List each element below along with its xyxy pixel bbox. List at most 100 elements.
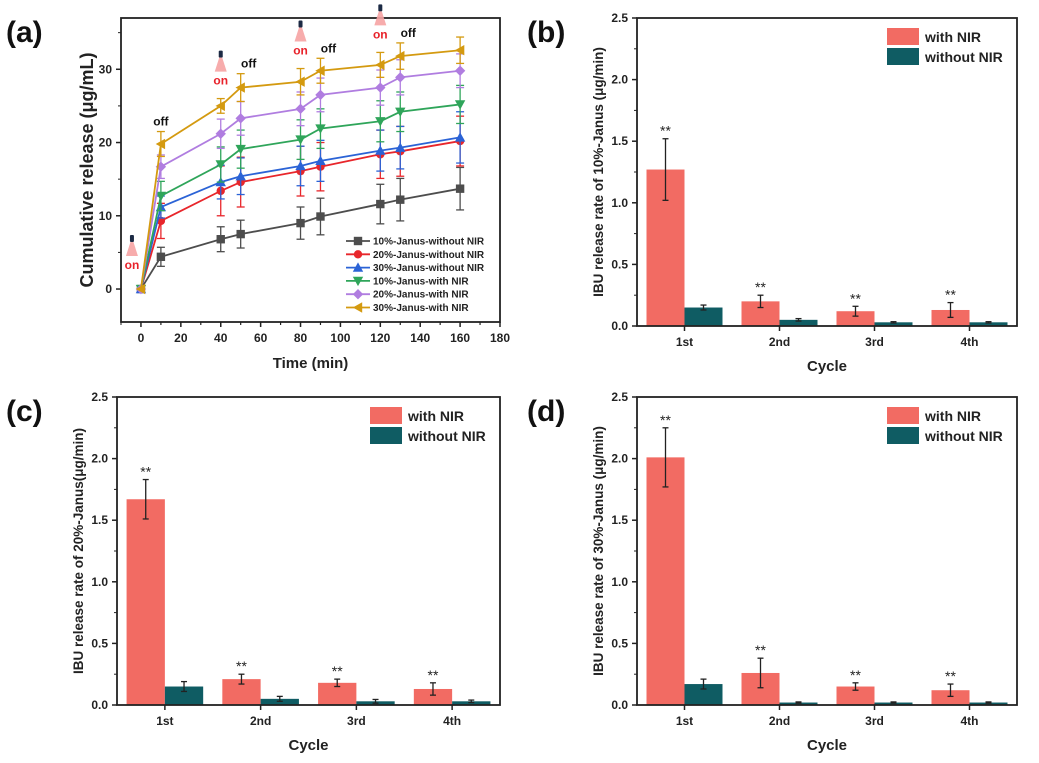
- annotation-on: on: [125, 258, 140, 272]
- significance-marker: **: [850, 667, 861, 683]
- significance-marker: **: [755, 279, 766, 295]
- legend: 10%-Janus-without NIR 20%-Janus-without N…: [346, 236, 485, 314]
- laser-body: [298, 20, 303, 28]
- bar-with-nir: [318, 682, 357, 705]
- legend-label: with NIR: [924, 29, 981, 45]
- legend: with NIR without NIR: [887, 407, 1003, 444]
- panel-label: (b): [527, 16, 565, 49]
- x-tick-label: 140: [410, 331, 430, 345]
- legend-label: 30%-Janus-with NIR: [373, 303, 469, 314]
- marker-triangle-down: [395, 107, 406, 117]
- legend-label: with NIR: [924, 408, 981, 424]
- x-tick-label: 3rd: [347, 714, 366, 728]
- marker-triangle-left: [135, 283, 146, 295]
- x-tick-label: 20: [174, 331, 188, 345]
- marker-diamond: [395, 72, 406, 83]
- marker-square: [316, 212, 325, 221]
- significance-marker: **: [945, 287, 956, 303]
- bar-with-nir: [646, 457, 685, 705]
- annotation-off: off: [153, 115, 169, 129]
- marker-triangle-up: [295, 160, 306, 171]
- marker-square: [376, 199, 385, 209]
- laser-icon: [374, 4, 387, 26]
- legend-label: 10%-Janus-without NIR: [373, 237, 485, 248]
- marker-triangle-down: [215, 160, 226, 170]
- x-tick-label: 100: [330, 331, 350, 345]
- y-tick-label: 2.5: [91, 390, 108, 404]
- marker-circle: [353, 250, 363, 259]
- marker-square: [353, 236, 363, 246]
- panel-label: (d): [527, 395, 565, 428]
- x-tick-label: 3rd: [865, 714, 884, 728]
- marker-diamond: [315, 89, 326, 101]
- panel-b: (b) 0.0 0.5 1.0 1.5 2.0 2.5 1st ** 2nd ** 3rd ** 4th *…: [527, 11, 1018, 375]
- marker-square: [216, 235, 225, 244]
- significance-marker: **: [332, 663, 343, 679]
- x-tick-label: 80: [294, 331, 308, 345]
- marker-triangle-left: [155, 138, 166, 150]
- significance-marker: **: [660, 412, 671, 428]
- legend-swatch: [887, 48, 919, 65]
- marker-triangle-up: [375, 145, 386, 155]
- marker-triangle-left: [395, 50, 405, 62]
- series-10-janus-with-nir: [135, 84, 466, 295]
- plot-frame: [120, 17, 501, 323]
- panel-d: (d) 0.0 0.5 1.0 1.5 2.0 2.5 1st ** 2nd ** 3rd ** 4th *…: [527, 390, 1018, 754]
- y-tick-label: 0.5: [611, 257, 628, 271]
- legend-label: 20%-Janus-with NIR: [373, 290, 469, 301]
- panel-c: (c) 0.0 0.5 1.0 1.5 2.0 2.5 1st ** 2nd ** 3rd ** 4th *…: [6, 390, 501, 754]
- marker-triangle-left: [352, 302, 363, 313]
- x-tick-label: 2nd: [769, 335, 790, 349]
- laser-beam: [125, 242, 138, 257]
- annotation-on: on: [213, 74, 228, 88]
- x-tick-label: 40: [214, 331, 228, 345]
- marker-triangle-left: [235, 82, 245, 93]
- marker-triangle-up: [235, 171, 246, 181]
- x-axis-label: Time (min): [273, 355, 349, 372]
- marker-triangle-up: [395, 142, 406, 152]
- bar-with-nir: [931, 690, 970, 705]
- bar-with-nir: [836, 311, 875, 326]
- marker-triangle-up: [352, 262, 364, 272]
- laser-icon: [125, 235, 138, 257]
- marker-triangle-up: [454, 132, 466, 142]
- marker-triangle-left: [215, 100, 225, 112]
- x-tick-label: 2nd: [250, 714, 271, 728]
- laser-body: [129, 235, 134, 243]
- y-tick-label: 2.0: [611, 452, 628, 466]
- marker-square: [455, 184, 465, 193]
- y-tick-label: 1.0: [611, 575, 628, 589]
- y-axis-label: IBU release rate of 10%-Janus (μg/min): [591, 47, 606, 297]
- legend-swatch: [887, 427, 919, 444]
- x-tick-label: 0: [138, 331, 145, 345]
- y-tick-label: 1.5: [91, 513, 108, 527]
- significance-marker: **: [755, 642, 766, 658]
- marker-triangle-down: [295, 135, 306, 145]
- bar-without-nir: [684, 684, 723, 705]
- legend-label: without NIR: [924, 49, 1003, 65]
- laser-beam: [214, 57, 227, 72]
- y-tick-label: 1.0: [611, 196, 628, 210]
- marker-diamond: [352, 289, 364, 300]
- legend: with NIR without NIR: [370, 407, 486, 444]
- bar-with-nir: [836, 686, 875, 705]
- significance-marker: **: [945, 668, 956, 684]
- marker-square: [236, 229, 245, 239]
- y-tick-label: 0.0: [611, 319, 628, 333]
- plot-frame: [116, 396, 501, 706]
- marker-diamond: [295, 103, 306, 115]
- x-tick-label: 3rd: [865, 335, 884, 349]
- x-tick-label: 4th: [443, 714, 461, 728]
- y-tick-label: 30: [99, 62, 113, 76]
- bar-without-nir: [164, 686, 204, 705]
- laser-body: [378, 4, 383, 12]
- x-tick-label: 180: [490, 331, 510, 345]
- significance-marker: **: [428, 667, 439, 683]
- marker-triangle-left: [315, 65, 325, 76]
- legend-swatch: [887, 28, 919, 45]
- laser-icon: [294, 20, 307, 42]
- panel-label: (c): [6, 395, 43, 428]
- y-axis-label: Cumulative release (μg/mL): [77, 52, 97, 287]
- marker-triangle-left: [375, 59, 385, 71]
